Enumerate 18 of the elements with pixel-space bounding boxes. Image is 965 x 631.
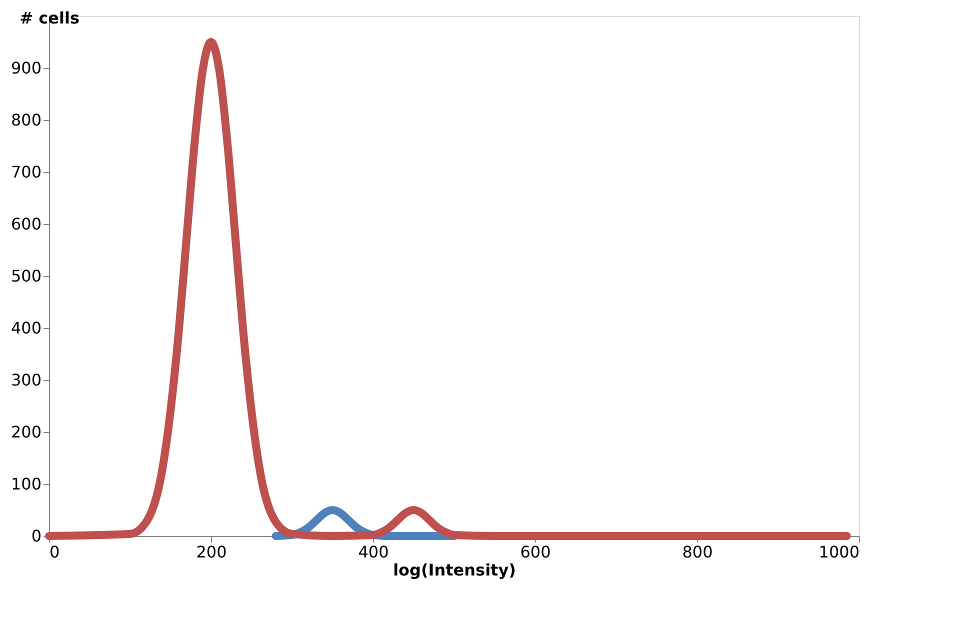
x-axis-title: log(Intensity) [393,560,516,580]
y-tick-label: 200 [10,422,42,442]
y-tick-label: 500 [10,266,42,286]
x-tick-label: 800 [682,542,713,562]
y-tick-label: 400 [10,318,42,338]
y-tick-label: 800 [10,110,42,130]
y-tick-label: 900 [10,58,42,78]
x-tick-label: 400 [358,542,389,562]
y-tick-label: 700 [10,162,42,182]
y-tick-label: 600 [10,214,42,234]
y-tick-label: 0 [31,526,42,546]
x-tick-label: 1000 [818,542,860,562]
x-tick-label: 600 [520,542,551,562]
x-tick-label: 0 [50,542,60,562]
x-tick-label: 200 [196,542,227,562]
y-tick-label: 300 [10,370,42,390]
y-tick-label: 100 [10,474,42,494]
y-axis-title: # cells [20,8,80,28]
